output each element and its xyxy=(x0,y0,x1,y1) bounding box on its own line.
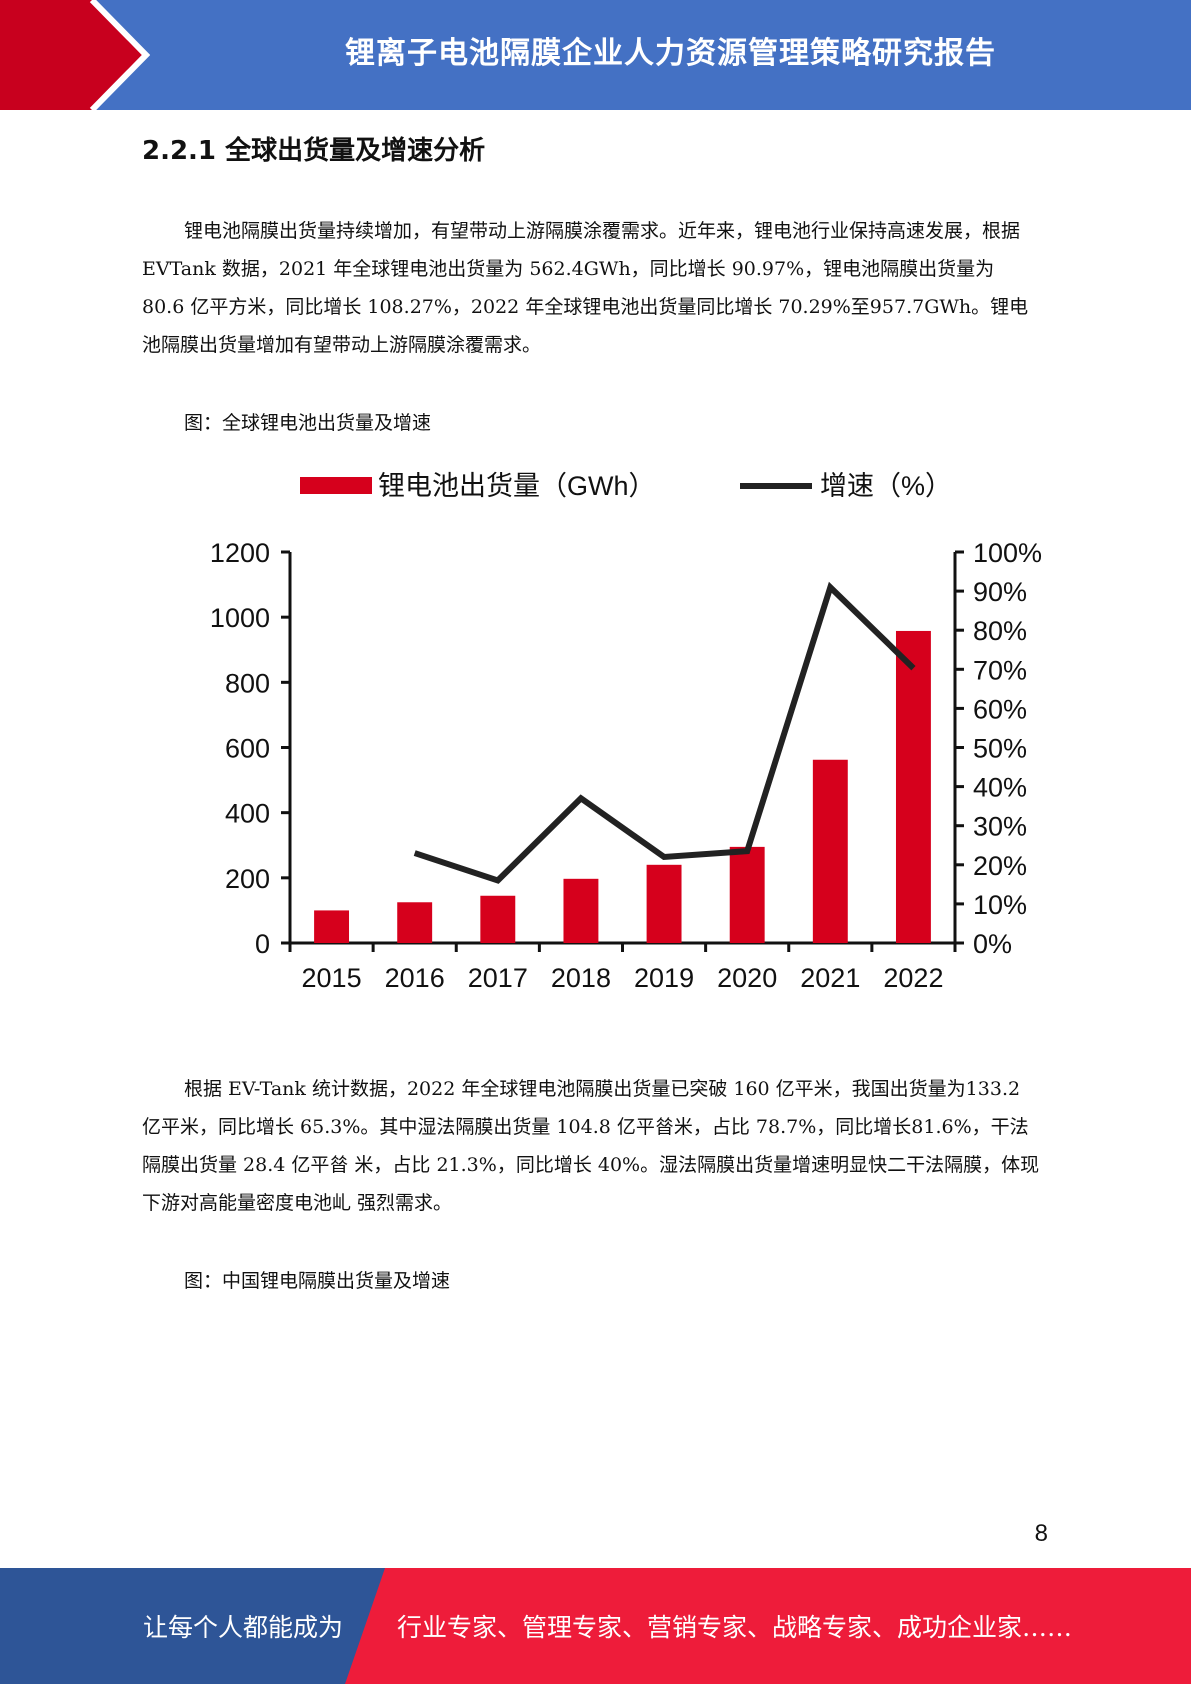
right-tick-label: 100% xyxy=(973,538,1042,568)
left-tick-label: 1000 xyxy=(210,603,270,633)
right-tick-label: 50% xyxy=(973,734,1027,764)
footer-slogan-left: 让每个人都能成为 xyxy=(143,1613,344,1642)
left-tick-label: 600 xyxy=(225,734,270,764)
left-tick-label: 400 xyxy=(225,799,270,829)
right-tick-label: 0% xyxy=(973,929,1012,959)
right-tick-label: 30% xyxy=(973,812,1027,842)
right-tick-label: 10% xyxy=(973,890,1027,920)
paragraph-global-shipments: 锂电池隔膜出货量持续增加，有望带动上游隔膜涂覆需求。近年来，锂电池行业保持高速发… xyxy=(142,220,1029,356)
right-tick-label: 80% xyxy=(973,616,1027,646)
bar xyxy=(646,864,682,943)
figure-caption-1: 图：全球锂电池出货量及增速 xyxy=(184,412,432,434)
right-tick-label: 90% xyxy=(973,577,1027,607)
bar xyxy=(812,759,848,943)
legend-line-label: 增速（%） xyxy=(820,471,952,501)
x-tick-label: 2016 xyxy=(385,963,445,993)
x-tick-label: 2017 xyxy=(468,963,528,993)
shipment-growth-chart: 锂电池出货量（GWh） 增速（%） 0 200 400 600 800 1000 1200 0… xyxy=(210,471,1042,993)
left-tick-label: 1200 xyxy=(210,538,270,568)
header-arrow-decoration xyxy=(0,0,150,110)
right-tick-label: 20% xyxy=(973,851,1027,881)
page-number: 8 xyxy=(1034,1520,1048,1547)
bar xyxy=(563,878,599,943)
footer-slogan-right: 行业专家、管理专家、营销专家、战略专家、成功企业家…… xyxy=(397,1613,1073,1642)
page-header: 锂离子电池隔膜企业人力资源管理策略研究报告 xyxy=(0,0,1191,110)
x-tick-label: 2019 xyxy=(634,963,694,993)
x-tick-label: 2018 xyxy=(551,963,611,993)
bar xyxy=(895,630,931,943)
left-tick-label: 800 xyxy=(225,668,270,698)
x-tick-label: 2020 xyxy=(717,963,777,993)
bar xyxy=(397,902,433,943)
section-heading: 2.2.1 全球出货量及增速分析 xyxy=(142,136,486,166)
x-tick-label: 2022 xyxy=(883,963,943,993)
left-tick-label: 200 xyxy=(225,864,270,894)
bar xyxy=(480,895,516,943)
right-tick-label: 70% xyxy=(973,655,1027,685)
right-tick-label: 40% xyxy=(973,773,1027,803)
bar xyxy=(729,846,765,943)
x-tick-label: 2021 xyxy=(800,963,860,993)
legend-bar-swatch xyxy=(300,477,372,494)
right-tick-label: 60% xyxy=(973,694,1027,724)
report-title: 锂离子电池隔膜企业人力资源管理策略研究报告 xyxy=(345,36,996,71)
footer-red-band xyxy=(345,1568,1191,1684)
chart-legend: 锂电池出货量（GWh） 增速（%） xyxy=(300,471,952,501)
figure-caption-2: 图：中国锂电隔膜出货量及增速 xyxy=(184,1270,451,1292)
left-tick-label: 0 xyxy=(255,929,270,959)
paragraph-china-separator: 根据 EV-Tank 统计数据，2022 年全球锂电池隔膜出货量已突破 160 … xyxy=(142,1078,1040,1214)
page-footer: 让每个人都能成为 行业专家、管理专家、营销专家、战略专家、成功企业家…… xyxy=(0,1568,1191,1684)
bar xyxy=(314,910,350,943)
x-tick-label: 2015 xyxy=(302,963,362,993)
legend-bar-label: 锂电池出货量（GWh） xyxy=(378,471,656,501)
